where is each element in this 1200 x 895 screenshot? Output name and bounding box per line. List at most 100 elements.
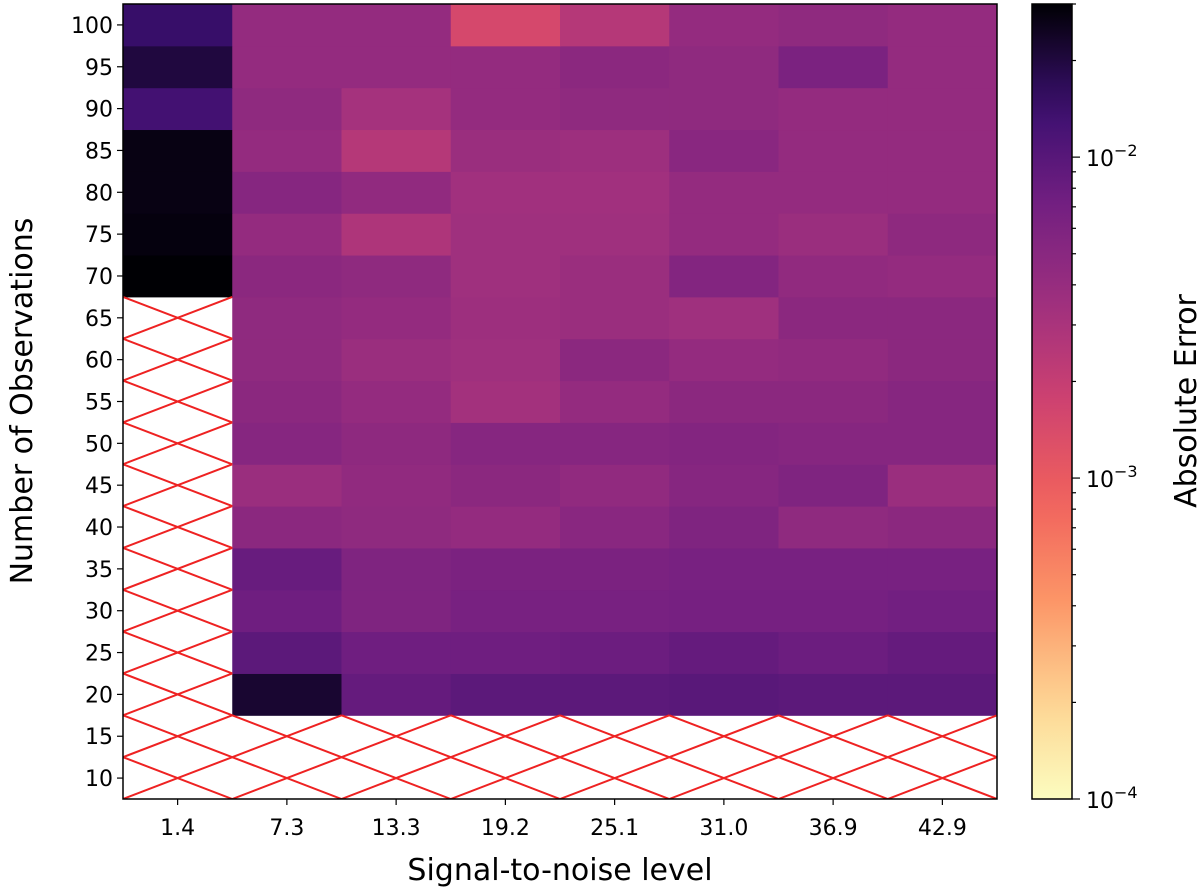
heatmap-cell: [669, 673, 779, 716]
hatch-line: [450, 756, 561, 799]
y-tick-label: 75: [85, 223, 113, 248]
heatmap-cell: [778, 547, 889, 591]
heatmap-cell: [232, 87, 342, 131]
heatmap-cell: [232, 338, 342, 382]
heatmap-cell: [450, 338, 561, 382]
heatmap-cell: [778, 506, 889, 549]
heatmap-cell: [887, 87, 998, 131]
heatmap-cell: [887, 213, 998, 256]
y-axis-label: Number of Observations: [5, 218, 40, 585]
heatmap-cell: [450, 4, 561, 47]
heatmap-cell: [669, 422, 779, 465]
colorbar-tick-label: 10−4: [1086, 783, 1138, 814]
hatch-line: [559, 756, 670, 799]
heatmap-cell: [341, 213, 452, 256]
hatch-line: [341, 756, 452, 799]
heatmap-cell: [341, 296, 452, 340]
heatmap-cell: [669, 129, 779, 172]
heatmap-cell: [887, 380, 998, 423]
hatch-line: [123, 630, 233, 675]
heatmap-cell: [560, 87, 670, 131]
heatmap-cell: [232, 171, 342, 214]
x-axis-label: Signal-to-noise level: [407, 853, 712, 888]
heatmap-cell: [669, 255, 779, 298]
y-tick-label: 90: [85, 98, 113, 123]
heatmap-cell: [341, 673, 452, 716]
heatmap-cell: [887, 338, 998, 382]
heatmap-cell: [123, 255, 233, 298]
heatmap-cell: [123, 87, 233, 131]
heatmap-cell: [669, 45, 779, 89]
y-tick-label: 95: [85, 56, 113, 81]
y-tick-label: 60: [85, 349, 113, 374]
heatmap-cell: [232, 631, 342, 674]
heatmap-cell: [232, 506, 342, 549]
heatmap-cell: [778, 631, 889, 674]
y-tick-label: 85: [85, 139, 113, 164]
heatmap-cell: [123, 4, 233, 47]
heatmap-cell: [232, 547, 342, 591]
heatmap-cell: [560, 129, 670, 172]
hatch-line: [123, 505, 233, 549]
heatmap-cell: [669, 547, 779, 591]
heatmap-cell: [123, 213, 233, 256]
heatmap-cell: [560, 547, 670, 591]
heatmap-cell: [450, 631, 561, 674]
heatmap-cell: [560, 464, 670, 507]
heatmap-cell: [887, 129, 998, 172]
heatmap-cell: [450, 213, 561, 256]
y-tick-label: 55: [85, 391, 113, 416]
heatmap-cell: [341, 631, 452, 674]
heatmap-cell: [778, 4, 889, 47]
heatmap-cell: [450, 129, 561, 172]
heatmap-cell: [887, 171, 998, 214]
heatmap-cell: [560, 296, 670, 340]
heatmap-cell: [232, 129, 342, 172]
heatmap-cell: [232, 422, 342, 465]
heatmap-cell: [778, 422, 889, 465]
hatch-line: [231, 756, 342, 799]
heatmap-cell: [341, 255, 452, 298]
x-axis-ticks: 1.4 7.3 13.3 19.2 25.1 31.0 36.9 42.9: [160, 799, 967, 841]
x-tick-label: 7.3: [269, 816, 304, 841]
heatmap-cell: [887, 4, 998, 47]
heatmap-cell: [669, 380, 779, 423]
heatmap-cell: [341, 547, 452, 591]
hatch-line: [887, 756, 997, 799]
heatmap-cell: [123, 45, 233, 89]
heatmap-cell: [341, 45, 452, 89]
y-axis-ticks: 10 15 20 25 30 35 40 45 50 55 60 65 70 75 80 85 90 95 100: [71, 14, 123, 792]
heatmap-cell: [778, 255, 889, 298]
hatch-line: [123, 756, 233, 799]
heatmap-cell: [560, 506, 670, 549]
heatmap-cell: [232, 464, 342, 507]
heatmap-cell: [341, 506, 452, 549]
heatmap-cell: [887, 45, 998, 89]
x-tick-label: 1.4: [160, 816, 195, 841]
heatmap-cell: [778, 380, 889, 423]
heatmap-cell: [560, 422, 670, 465]
heatmap-cell: [669, 506, 779, 549]
y-tick-label: 25: [85, 642, 113, 667]
heatmap-cell: [341, 589, 452, 633]
colorbar-label: Absolute Error: [1169, 293, 1200, 507]
hatch-line: [231, 714, 342, 759]
hatch-line: [668, 714, 779, 759]
heatmap-cell: [887, 422, 998, 465]
heatmap-cell: [887, 673, 998, 716]
y-tick-label: 30: [85, 600, 113, 625]
x-tick-label: 19.2: [481, 816, 530, 841]
heatmap-cell: [450, 87, 561, 131]
heatmap-cell: [232, 255, 342, 298]
hatch-line: [123, 295, 233, 340]
hatch-line: [123, 421, 233, 466]
colorbar: [1031, 3, 1073, 800]
heatmap-cell: [450, 171, 561, 214]
hatch-line: [341, 714, 452, 759]
heatmap-cell: [341, 87, 452, 131]
y-tick-label: 65: [85, 307, 113, 332]
heatmap-cell: [887, 589, 998, 633]
heatmap-cell: [778, 129, 889, 172]
hatch-line: [559, 714, 670, 759]
y-tick-label: 40: [85, 516, 113, 541]
